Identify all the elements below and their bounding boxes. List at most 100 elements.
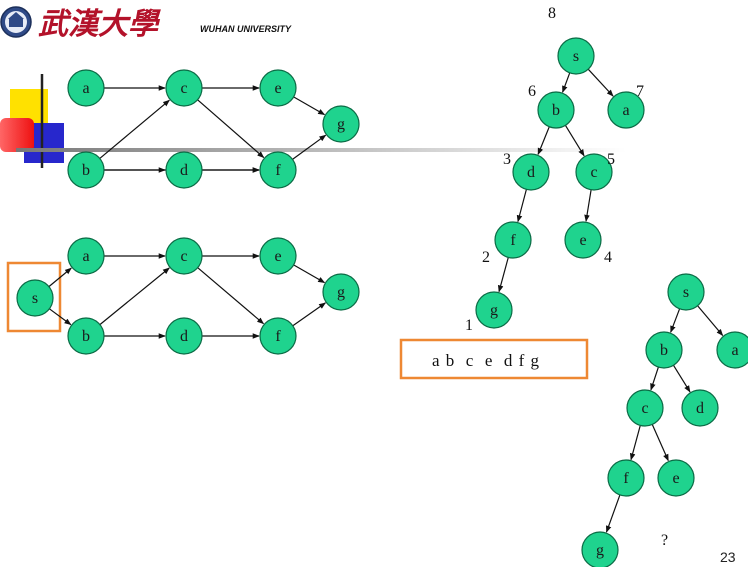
- logo-english-title: WUHAN UNIVERSITY: [200, 24, 292, 34]
- edges-layer: [48, 68, 724, 533]
- tree-right-bottom-node-s2-circle: [667, 273, 705, 311]
- graph-bottom-node-g-label: g: [337, 284, 345, 301]
- tree-right-bottom-node-e2-circle: [657, 459, 695, 497]
- tree-right-top-node-a1-label: a: [622, 102, 629, 119]
- tree-right-top-number-f1: 2: [482, 249, 490, 266]
- tree-right-bottom-node-b2: b: [645, 331, 683, 369]
- graph-bottom-edge-e-g: [293, 264, 326, 284]
- tree-right-top-node-g1-label: g: [490, 302, 498, 319]
- tree-right-top-node-g1: g: [475, 291, 513, 329]
- tree-right-bottom-edge-c2-f2: [629, 425, 641, 461]
- tree-right-bottom-node-g2-label: g: [596, 542, 604, 559]
- graph-top-node-c-circle: [165, 69, 203, 107]
- tree-right-top-node-c1: c: [575, 153, 613, 191]
- tree-right-bottom-node-b2-circle: [645, 331, 683, 369]
- graph-bottom-node-b: b: [67, 317, 105, 355]
- graph-top-node-g-label: g: [337, 116, 345, 133]
- graph-top-edge-b-c: [99, 99, 170, 159]
- tree-right-bottom-edge-b2-c2: [650, 366, 659, 391]
- tree-right-top-node-d1-label: d: [527, 164, 535, 181]
- tree-right-bottom-node-g2-circle: [581, 531, 619, 567]
- topological-sequence: a b c e d f g: [432, 351, 540, 370]
- graph-bottom-node-a-label: a: [82, 248, 89, 265]
- graph-top-node-c: c: [165, 69, 203, 107]
- graph-bottom-node-d-label: d: [180, 328, 188, 345]
- graph-top-node-g-circle: [322, 105, 360, 143]
- tree-right-bottom-node-e2-label: e: [672, 470, 679, 487]
- tree-right-bottom-edge-s2-a2: [697, 305, 724, 337]
- graph-bottom-edge-f-g: [292, 302, 326, 327]
- graph-top-node-e-circle: [259, 69, 297, 107]
- tree-right-top-node-f1-circle: [494, 221, 532, 259]
- tree-right-top-node-a1: a: [607, 91, 645, 129]
- tree-right-top-node-s1-label: s: [573, 48, 579, 65]
- tree-right-bottom-node-f2: f: [607, 459, 645, 497]
- graph-top-node-d-circle: [165, 151, 203, 189]
- graph-top-edge-c-f: [197, 99, 265, 158]
- tree-right-bottom-node-d2-label: d: [696, 400, 704, 417]
- graph-bottom-node-s-circle: [16, 279, 54, 317]
- tree-right-top-edge-d1-f1: [516, 189, 527, 223]
- tree-right-bottom-node-s2: s: [667, 273, 705, 311]
- tree-right-top-edge-s1-a1: [587, 68, 614, 97]
- graph-top-node-a-label: a: [82, 80, 89, 97]
- decorative-squares: [0, 74, 64, 168]
- tree-right-top-number-g1: 1: [465, 317, 473, 334]
- tree-right-top-node-d1-circle: [512, 153, 550, 191]
- tree-right-top-node-b1-label: b: [552, 102, 560, 119]
- tree-right-top-node-a1-circle: [607, 91, 645, 129]
- graph-bottom-node-c: c: [165, 237, 203, 275]
- graph-bottom-node-f: f: [259, 317, 297, 355]
- tree-right-top-node-s1: s: [557, 37, 595, 75]
- graph-bottom-node-g: g: [322, 273, 360, 311]
- graph-top-node-e-label: e: [274, 80, 281, 97]
- tree-right-top-number-e1: 4: [604, 249, 612, 266]
- tree-right-bottom-node-d2-circle: [681, 389, 719, 427]
- tree-right-top-edge-c1-e1: [584, 189, 592, 222]
- graph-bottom-node-b-circle: [67, 317, 105, 355]
- tree-right-bottom-node-a2: a: [716, 331, 748, 369]
- tree-right-bottom-node-f2-label: f: [623, 470, 629, 487]
- graph-bottom-edge-s-b: [49, 308, 72, 326]
- graph-top-node-e: e: [259, 69, 297, 107]
- graph-bottom-node-c-circle: [165, 237, 203, 275]
- tree-right-top-node-e1-circle: [564, 221, 602, 259]
- graph-top-node-f-label: f: [275, 162, 281, 179]
- graph-top-node-g: g: [322, 105, 360, 143]
- graph-bottom-node-f-label: f: [275, 328, 281, 345]
- nodes-layer: a b c d e f g s a b c d e f g s b a d c f e g s b a c d f e g: [16, 37, 748, 567]
- tree-right-top-number-a1: 7: [636, 83, 644, 100]
- graph-bottom-node-e: e: [259, 237, 297, 275]
- tree-right-top-number-c1: 5: [607, 151, 615, 168]
- graph-top-node-a-circle: [67, 69, 105, 107]
- tree-right-bottom-node-a2-circle: [716, 331, 748, 369]
- graph-bottom-edge-b-c: [99, 267, 170, 326]
- graph-bottom-node-b-label: b: [82, 328, 90, 345]
- graph-top-edge-f-g: [292, 134, 327, 160]
- tree-right-bottom-node-f2-circle: [607, 459, 645, 497]
- tree-right-top-node-c1-circle: [575, 153, 613, 191]
- tree-right-top-number-b1: 6: [528, 83, 536, 100]
- graph-top-node-d: d: [165, 151, 203, 189]
- graph-bottom-node-g-circle: [322, 273, 360, 311]
- numbers-layer: 8 6 7 3 5 2 4 1: [465, 5, 644, 334]
- tree-right-top-node-d1: d: [512, 153, 550, 191]
- graph-top-node-f-circle: [259, 151, 297, 189]
- graph-bottom-node-d-circle: [165, 317, 203, 355]
- tree-right-bottom-node-a2-label: a: [731, 342, 738, 359]
- tree-right-bottom-edge-s2-b2: [670, 308, 681, 333]
- tree-right-top-edge-b1-d1: [537, 126, 550, 156]
- graph-top-node-d-label: d: [180, 162, 188, 179]
- tree-right-top-edge-b1-c1: [564, 124, 585, 157]
- tree-right-top-node-f1-label: f: [510, 232, 516, 249]
- graph-top-node-b: b: [67, 151, 105, 189]
- sequence-box: [399, 338, 589, 380]
- tree-right-top-node-b1: b: [537, 91, 575, 129]
- tree-right-bottom-node-d2: d: [681, 389, 719, 427]
- graph-bottom-node-c-label: c: [180, 248, 187, 265]
- graph-top-node-a: a: [67, 69, 105, 107]
- tree-right-top-node-g1-circle: [475, 291, 513, 329]
- tree-right-bottom-node-s2-label: s: [683, 284, 689, 301]
- tree-right-top-number-s1: 8: [548, 5, 556, 22]
